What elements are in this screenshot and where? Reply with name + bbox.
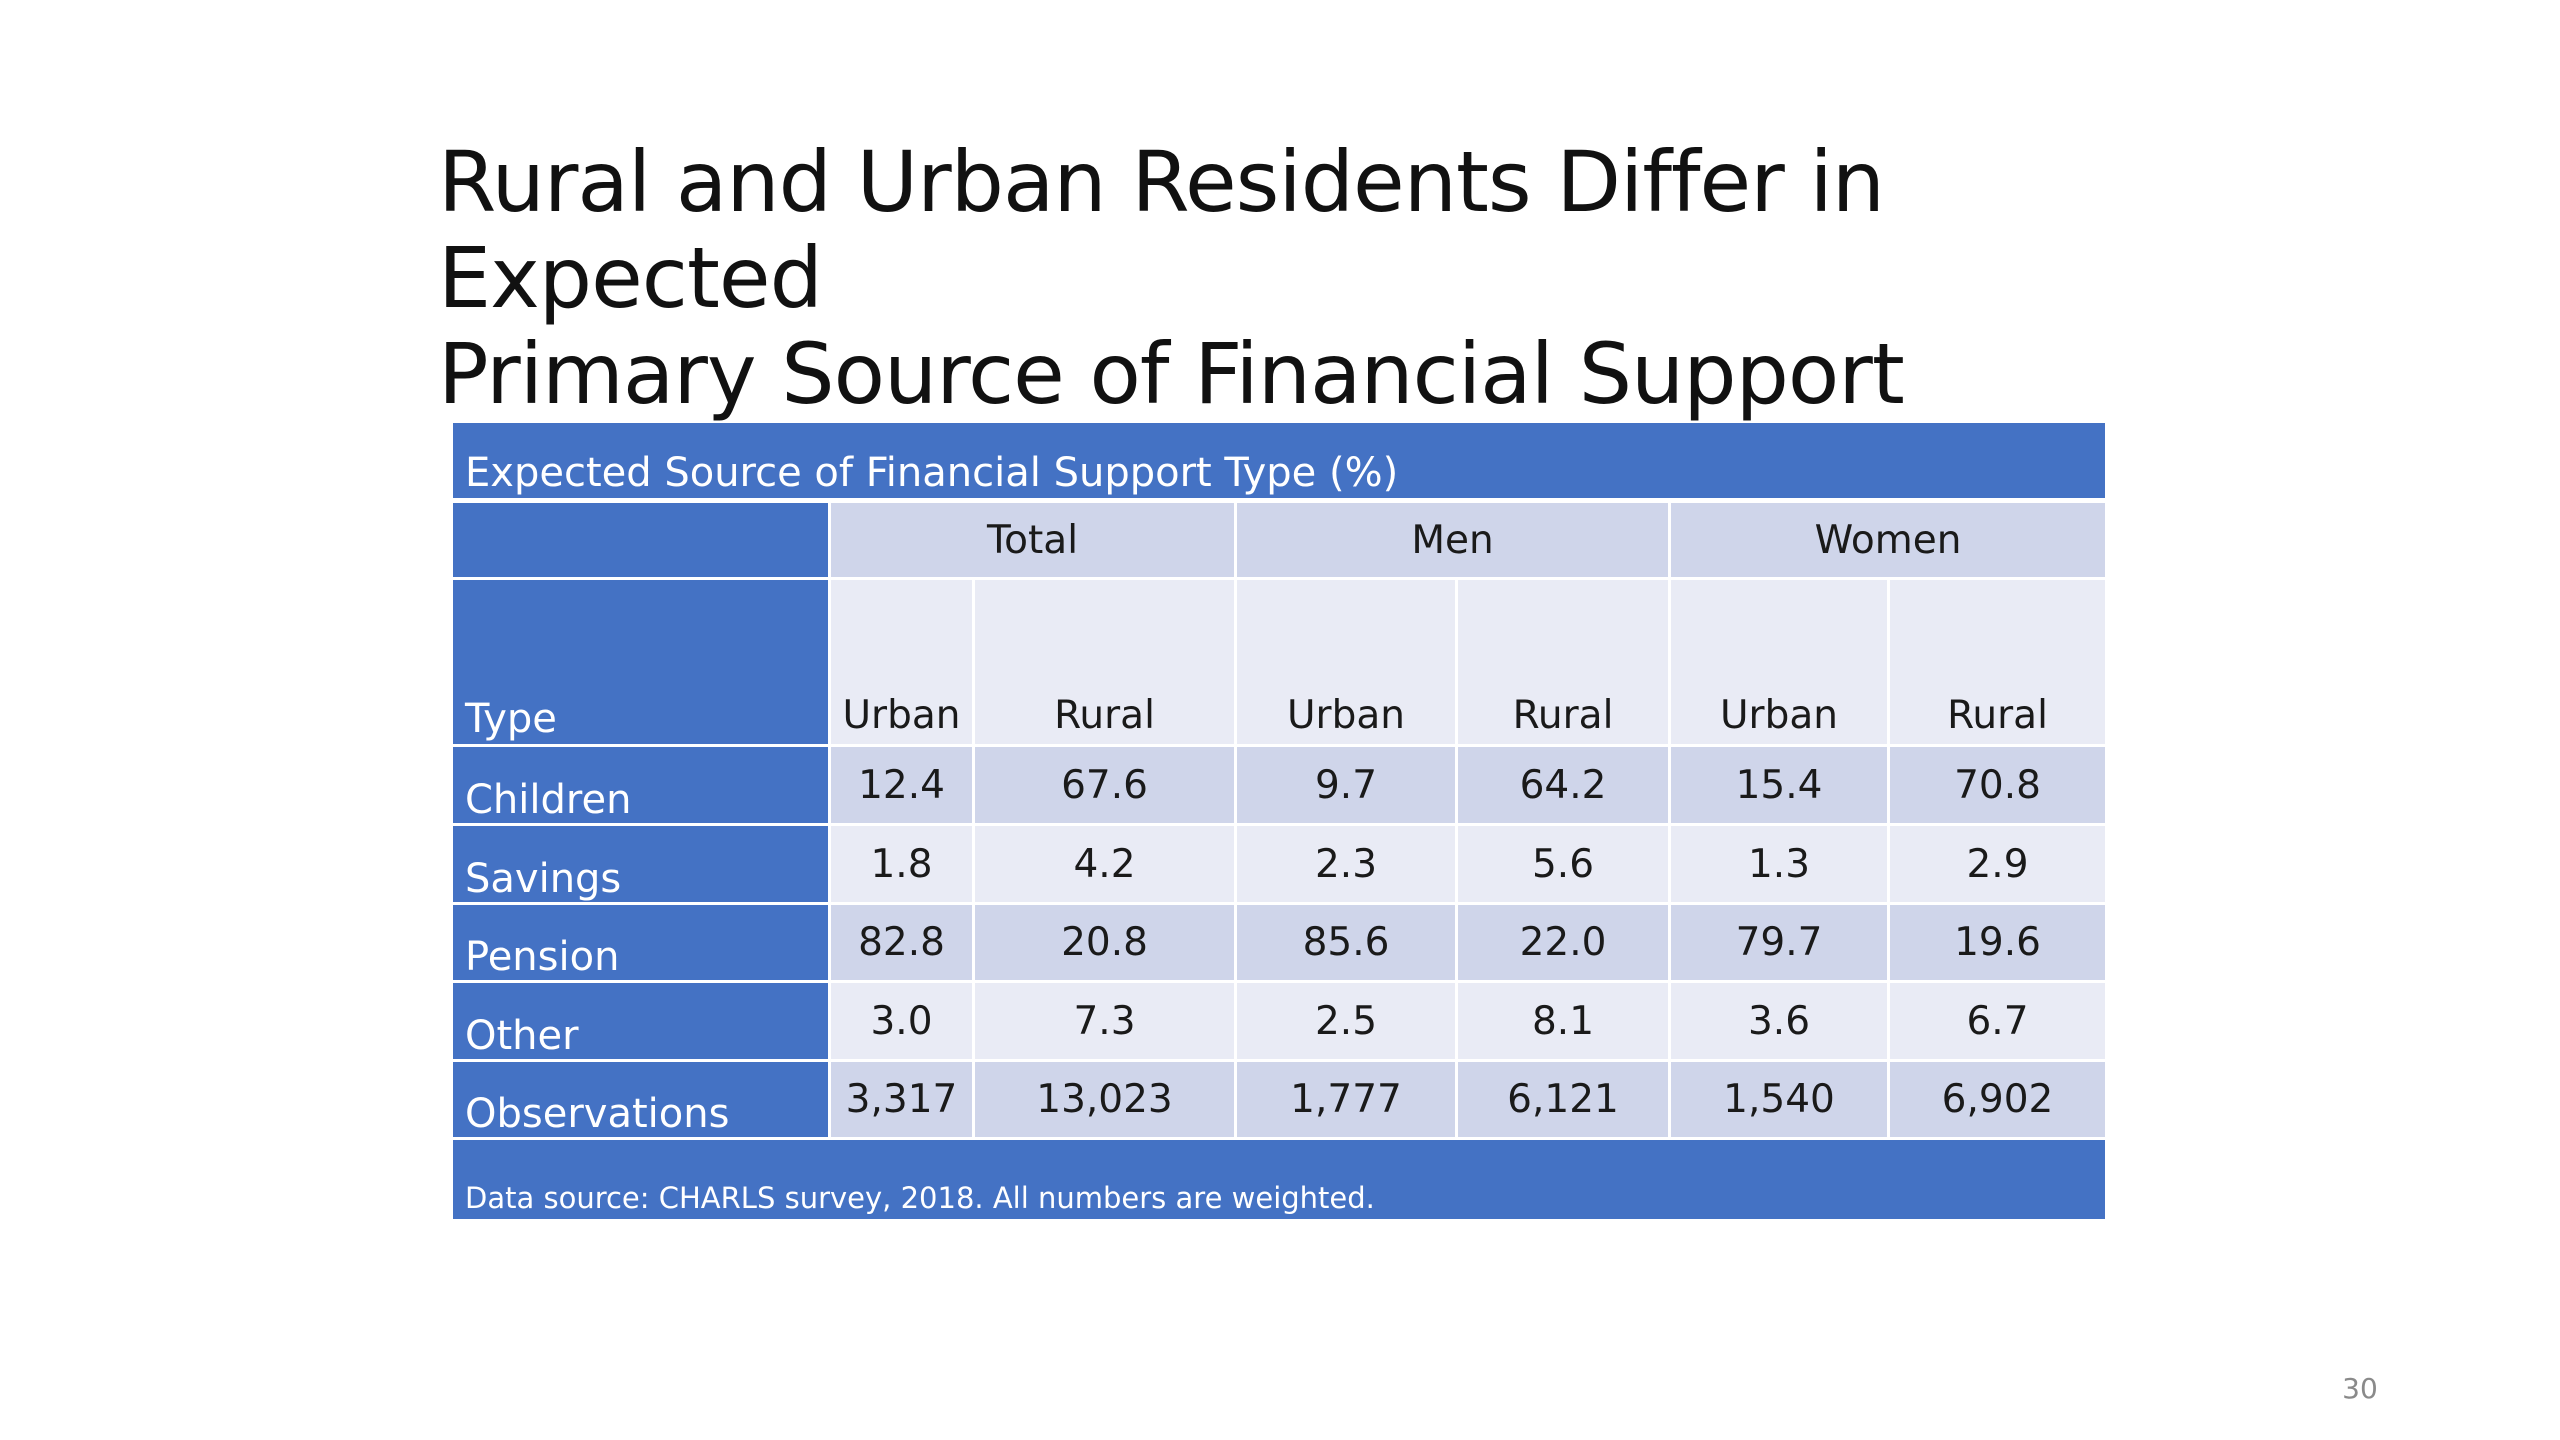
table-cell: 1,540 [1671, 1062, 1890, 1140]
table-cell: 67.6 [975, 747, 1237, 826]
row-label-children: Children [453, 747, 831, 826]
row-label-other: Other [453, 983, 831, 1062]
table-cell: 70.8 [1890, 747, 2105, 826]
financial-support-table: Expected Source of Financial Support Typ… [453, 423, 2105, 1219]
group-header-women: Women [1671, 503, 2105, 580]
table-cell: 6,121 [1458, 1062, 1671, 1140]
page-number: 30 [2342, 1372, 2378, 1405]
slide-title-line-2: Primary Source of Financial Support [438, 325, 1905, 423]
table-cell: 19.6 [1890, 905, 2105, 983]
table-cell: 4.2 [975, 826, 1237, 905]
table-cell: 6,902 [1890, 1062, 2105, 1140]
row-label-pension: Pension [453, 905, 831, 983]
table-cell: 2.9 [1890, 826, 2105, 905]
table-cell: 3.0 [831, 983, 975, 1062]
table-cell: 6.7 [1890, 983, 2105, 1062]
table-cell: 1.8 [831, 826, 975, 905]
table-cell: 15.4 [1671, 747, 1890, 826]
subheader-women-rural: Rural [1890, 580, 2105, 747]
table-cell: 2.5 [1237, 983, 1458, 1062]
table-cell: 3,317 [831, 1062, 975, 1140]
table-cell: 64.2 [1458, 747, 1671, 826]
table-cell: 13,023 [975, 1062, 1237, 1140]
slide-title-line-1: Rural and Urban Residents Differ in Expe… [438, 133, 1885, 327]
table-cell: 12.4 [831, 747, 975, 826]
table-cell: 20.8 [975, 905, 1237, 983]
subheader-total-urban: Urban [831, 580, 975, 747]
table-cell: 9.7 [1237, 747, 1458, 826]
group-header-total: Total [831, 503, 1237, 580]
table-cell: 5.6 [1458, 826, 1671, 905]
table-cell: 1.3 [1671, 826, 1890, 905]
table-cell: 22.0 [1458, 905, 1671, 983]
table-footnote: Data source: CHARLS survey, 2018. All nu… [453, 1140, 2105, 1219]
row-label-observations: Observations [453, 1062, 831, 1140]
type-header: Type [453, 580, 831, 747]
table-cell: 7.3 [975, 983, 1237, 1062]
table-cell: 79.7 [1671, 905, 1890, 983]
slide-title: Rural and Urban Residents Differ in Expe… [438, 134, 2238, 422]
table-cell: 1,777 [1237, 1062, 1458, 1140]
table-cell: 85.6 [1237, 905, 1458, 983]
group-header-men: Men [1237, 503, 1671, 580]
table-cell: 82.8 [831, 905, 975, 983]
table-cell: 3.6 [1671, 983, 1890, 1062]
subheader-men-rural: Rural [1458, 580, 1671, 747]
table-caption: Expected Source of Financial Support Typ… [453, 423, 2105, 503]
subheader-men-urban: Urban [1237, 580, 1458, 747]
table-cell: 8.1 [1458, 983, 1671, 1062]
table-corner-cell [453, 503, 831, 580]
subheader-women-urban: Urban [1671, 580, 1890, 747]
table-cell: 2.3 [1237, 826, 1458, 905]
row-label-savings: Savings [453, 826, 831, 905]
subheader-total-rural: Rural [975, 580, 1237, 747]
